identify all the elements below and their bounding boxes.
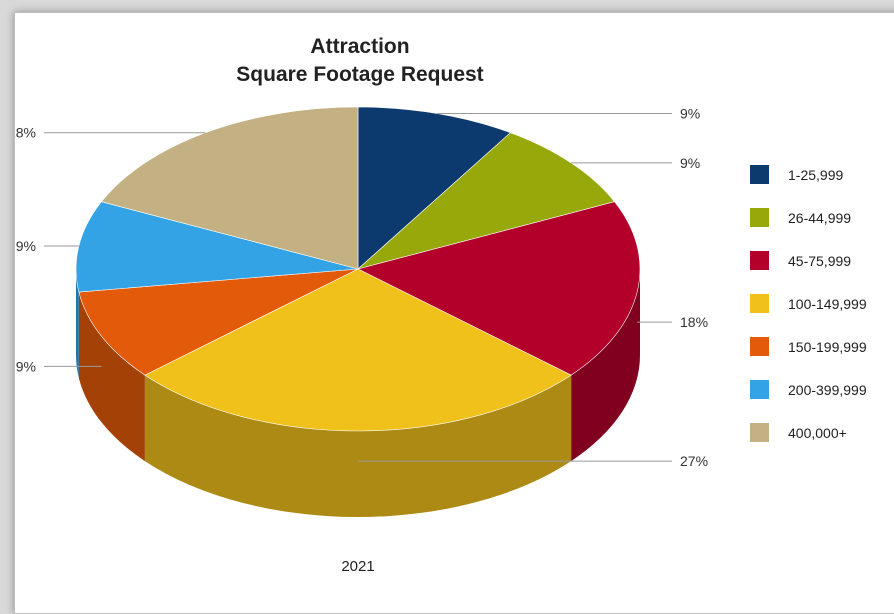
pct-label-200-399-999: 9% [16, 238, 36, 254]
slice-200-399-999 [75, 201, 359, 293]
pct-label-400-000: 18% [15, 125, 36, 141]
legend-swatch-150-199-999 [750, 337, 769, 356]
slice-150-199-999 [78, 268, 359, 376]
side-100-149-999 [144, 375, 572, 517]
pie-body [75, 106, 641, 517]
legend-label-200-399-999: 200-399,999 [788, 382, 867, 398]
legend-label-26-44-999: 26-44,999 [788, 210, 851, 226]
pct-label-150-199-999: 9% [16, 358, 36, 374]
pct-label-26-44-999: 9% [680, 155, 700, 171]
chart-title-line2: Square Footage Request [236, 63, 483, 86]
legend-swatch-45-75-999 [750, 251, 769, 270]
slice-labels: 9% 9% 18% 27% 9% 9% 18% [15, 106, 708, 470]
side-45-75-999 [571, 269, 640, 462]
legend: 1-25,999 26-44,999 45-75,999 100-149,999 150… [750, 165, 867, 442]
pct-label-1-25-999: 9% [680, 106, 700, 122]
legend-label-400-000: 400,000+ [788, 425, 847, 441]
pct-label-45-75-999: 18% [680, 314, 708, 330]
legend-swatch-100-149-999 [750, 294, 769, 313]
side-200-399-999 [76, 269, 79, 379]
legend-swatch-26-44-999 [750, 208, 769, 227]
pie-chart: Attraction Square Footage Request 9% 9% 18… [15, 35, 867, 575]
legend-label-45-75-999: 45-75,999 [788, 253, 851, 269]
legend-label-100-149-999: 100-149,999 [788, 296, 867, 312]
slice-45-75-999 [357, 201, 641, 376]
legend-label-1-25-999: 1-25,999 [788, 167, 843, 183]
category-label: 2021 [341, 558, 374, 575]
side-150-199-999 [78, 292, 145, 462]
legend-swatch-200-399-999 [750, 380, 769, 399]
pct-label-100-149-999: 27% [680, 453, 708, 469]
chart-title-line1: Attraction [310, 35, 409, 58]
legend-label-150-199-999: 150-199,999 [788, 339, 867, 355]
chart-frame: Attraction Square Footage Request 9% 9% 18… [14, 12, 894, 614]
slice-100-149-999 [144, 268, 572, 432]
legend-swatch-400-000 [750, 423, 769, 442]
legend-swatch-1-25-999 [750, 165, 769, 184]
